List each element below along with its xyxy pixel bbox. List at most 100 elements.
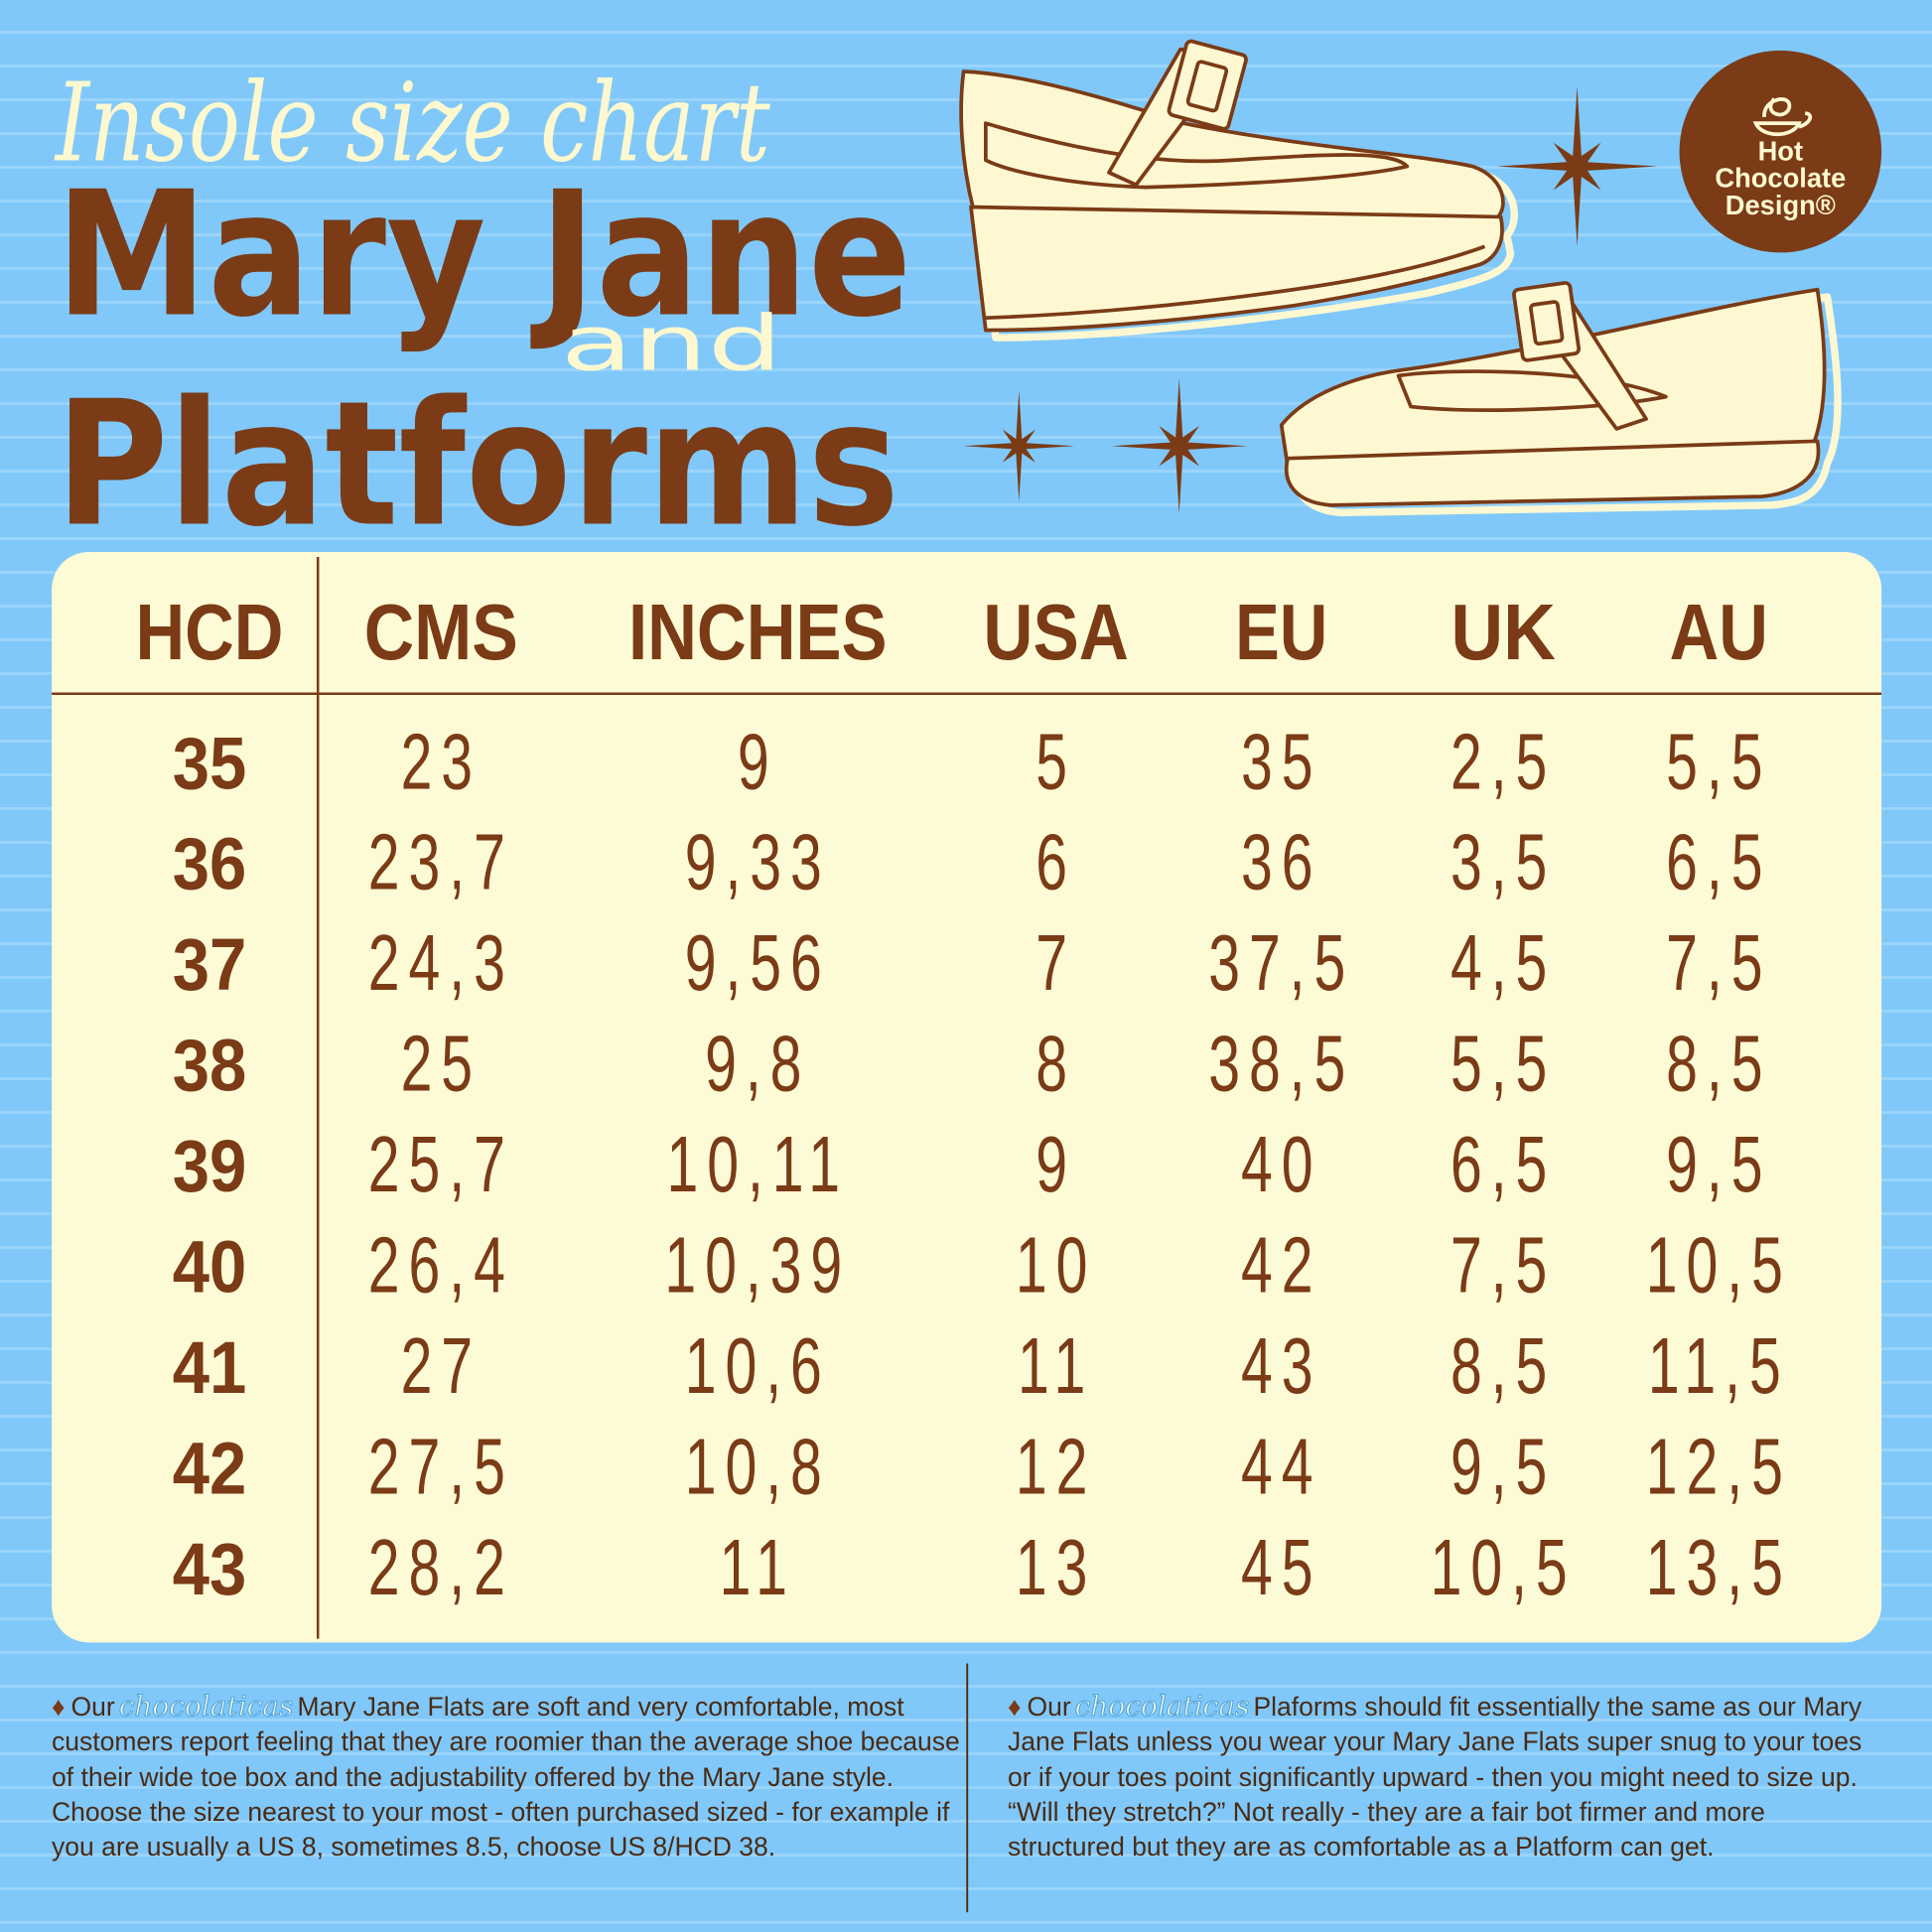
shoe-illustrations — [959, 39, 1842, 517]
table-cell: 9 — [738, 717, 769, 806]
size-value: 43 — [1241, 1321, 1321, 1411]
table-cell: 43 — [1241, 1321, 1321, 1411]
size-value: 11,5 — [1648, 1321, 1790, 1411]
table-cell: 10,11 — [667, 1120, 850, 1209]
note-lead: Our — [1027, 1692, 1071, 1722]
hcd-size: 42 — [173, 1428, 247, 1510]
table-cell: 9 — [1035, 1120, 1076, 1209]
table-cell: 41 — [173, 1327, 247, 1410]
table-cell: 10,5 — [1646, 1220, 1792, 1310]
size-value: 9,33 — [685, 817, 831, 906]
table-cell: 42 — [1241, 1220, 1313, 1310]
table-cell: 35 — [1241, 717, 1313, 806]
table-cell: 7 — [1035, 918, 1067, 1008]
logo-text: Chocolate — [1715, 163, 1846, 194]
size-value: 12 — [1016, 1422, 1096, 1511]
table-cell: 37,5 — [1208, 918, 1354, 1008]
table-cell: 39 — [173, 1126, 247, 1208]
table-cell: 8,5 — [1666, 1019, 1762, 1108]
table-cell: 11 — [1018, 1321, 1085, 1411]
star — [963, 390, 1075, 502]
size-value: 13 — [1016, 1523, 1096, 1612]
size-value: 23,7 — [368, 817, 514, 906]
table-cell: 25 — [401, 1019, 482, 1108]
logo — [1679, 50, 1882, 253]
size-value: 6,5 — [1666, 817, 1771, 906]
logo-text: Hot — [1758, 135, 1803, 166]
column-header: AU — [1670, 588, 1768, 676]
table-cell: 13,5 — [1646, 1523, 1792, 1612]
column-header: HCD — [136, 588, 284, 676]
size-value: 5,5 — [1450, 1019, 1556, 1108]
brand-name: chocolaticas — [118, 1690, 294, 1724]
table-cell: 5 — [1035, 717, 1067, 806]
table-cell: 10,5 — [1431, 1523, 1577, 1612]
size-value: 40 — [1241, 1120, 1321, 1209]
logo-cup-icon — [1752, 97, 1813, 137]
note-text: Mary Jane Flats are soft and very comfor… — [52, 1692, 960, 1863]
table-cell: 9,5 — [1666, 1120, 1762, 1209]
hcd-size: 36 — [173, 824, 247, 906]
table-panel — [52, 552, 1882, 1643]
table-cell: 8 — [1035, 1019, 1076, 1108]
script-title: Insole size chart — [54, 60, 770, 186]
size-value: 7,5 — [1666, 918, 1771, 1008]
table-cell: 37 — [173, 924, 247, 1007]
column-header: USA — [983, 588, 1128, 676]
table-cell: 36 — [173, 824, 247, 906]
size-value: 27 — [401, 1321, 482, 1411]
size-value: 5,5 — [1666, 717, 1771, 806]
table-cell: 5,5 — [1666, 717, 1771, 806]
logo-text: Design® — [1725, 190, 1836, 220]
table-cell: 27 — [401, 1321, 482, 1411]
table-cell: 43 — [173, 1529, 247, 1611]
note-bullet: ♦ — [52, 1692, 66, 1722]
size-value: 37,5 — [1208, 918, 1354, 1008]
size-value: 10,39 — [664, 1220, 851, 1310]
size-value: 44 — [1241, 1422, 1321, 1511]
column-header: CMS — [364, 588, 518, 676]
size-value: 9,8 — [705, 1019, 810, 1108]
size-value: 23 — [401, 717, 482, 806]
size-value: 10,11 — [667, 1120, 850, 1209]
table-cell: 9,5 — [1450, 1422, 1547, 1511]
table-cell: 3,5 — [1450, 817, 1547, 906]
table-cell: 38 — [173, 1025, 247, 1107]
size-value: 7,5 — [1450, 1220, 1556, 1310]
size-value: 38,5 — [1208, 1019, 1354, 1108]
size-value: 25 — [401, 1019, 482, 1108]
table-cell: 45 — [1241, 1523, 1321, 1612]
table-cell: 40 — [1241, 1120, 1321, 1209]
size-value: 36 — [1241, 817, 1321, 906]
size-value: 9 — [1035, 1120, 1076, 1209]
hcd-size: 35 — [173, 723, 247, 805]
size-value: 2,5 — [1450, 717, 1556, 806]
size-value: 10,5 — [1646, 1220, 1792, 1310]
table-cell: 6 — [1035, 817, 1067, 906]
note-text: Plaforms should fit essentially the same… — [1008, 1692, 1863, 1863]
size-value: 10,5 — [1431, 1523, 1577, 1612]
main-title: Platforms — [56, 363, 899, 564]
table-cell: 28,2 — [368, 1523, 505, 1612]
size-value: 13,5 — [1646, 1523, 1792, 1612]
note-bullet: ♦ — [1008, 1692, 1022, 1722]
star — [1111, 378, 1247, 514]
hcd-size: 39 — [173, 1126, 247, 1208]
size-value: 8 — [1035, 1019, 1076, 1108]
size-value: 27,5 — [368, 1422, 514, 1511]
size-value: 10 — [1016, 1220, 1096, 1310]
table-cell: 10,8 — [685, 1422, 822, 1511]
main-title: Mary Jane — [56, 154, 912, 354]
table-cell: 7,5 — [1450, 1220, 1556, 1310]
table-cell: 25,7 — [368, 1120, 505, 1209]
hcd-size: 41 — [173, 1327, 247, 1410]
table-cell: 7,5 — [1666, 918, 1771, 1008]
table-cell: 12 — [1016, 1422, 1096, 1511]
star-decorations — [963, 85, 1658, 514]
size-value: 45 — [1241, 1523, 1321, 1612]
table-cell: 9,56 — [685, 918, 822, 1008]
table-cell: 9,8 — [705, 1019, 810, 1108]
table-cell: 8,5 — [1450, 1321, 1547, 1411]
